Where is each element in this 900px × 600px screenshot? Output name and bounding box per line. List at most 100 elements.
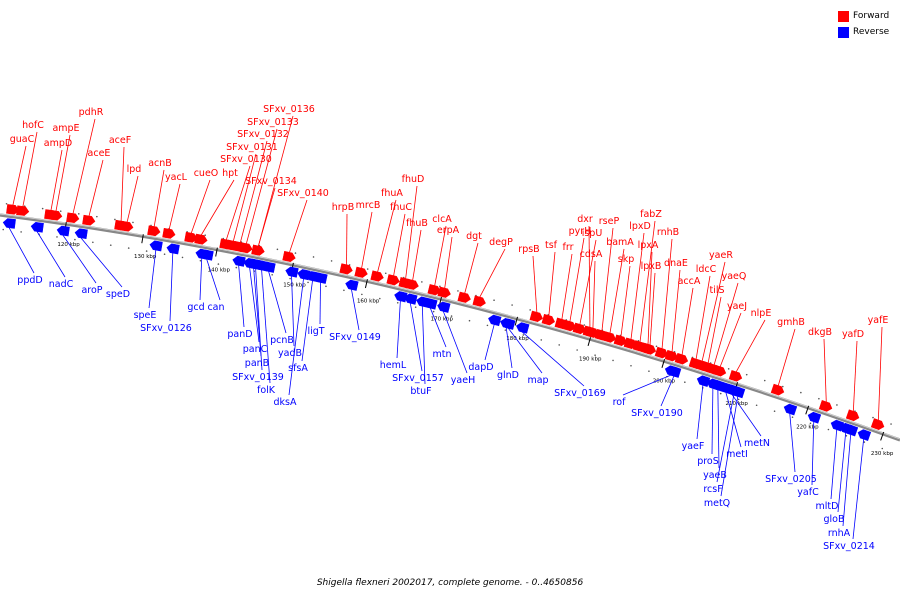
reverse-gene-label: gcd — [187, 302, 204, 313]
strand-dot — [92, 241, 94, 244]
forward-gene-shape — [437, 286, 451, 298]
reverse-gene-arrow — [488, 314, 502, 327]
strand-dot — [576, 349, 578, 351]
reverse-gene-label: rcsF — [703, 484, 722, 495]
reverse-gene-label: dksA — [274, 397, 297, 408]
forward-gene-label: cueO — [194, 168, 219, 179]
forward-gene-leader — [647, 251, 653, 345]
reverse-gene-label: yaeB — [703, 470, 727, 481]
forward-gene-shape — [405, 278, 419, 290]
forward-gene-shape — [147, 225, 161, 237]
scale-tick — [587, 337, 592, 346]
reverse-gene-label: SFxv_0157 — [392, 373, 444, 384]
reverse-gene-leader — [842, 434, 852, 527]
reverse-gene-label: speE — [134, 310, 157, 321]
reverse-gene-arrow — [857, 429, 872, 441]
strand-dot — [872, 416, 874, 419]
strand-dot — [330, 260, 333, 262]
reverse-gene-label: pcnB — [270, 335, 294, 346]
reverse-gene-shape — [314, 272, 328, 284]
forward-gene-leader — [548, 251, 556, 316]
scale-tick — [661, 359, 666, 368]
forward-gene-label: nlpE — [751, 308, 772, 319]
forward-gene-label: fhuD — [402, 174, 425, 185]
reverse-gene-label: map — [527, 375, 548, 386]
forward-gene-label: guaC — [10, 134, 35, 145]
reverse-gene-arrow — [844, 424, 859, 437]
strand-dot — [235, 266, 238, 269]
reverse-gene-leader — [696, 385, 704, 440]
reverse-gene-label: metN — [744, 438, 770, 449]
reverse-gene-label: panB — [245, 358, 269, 369]
forward-gene-leader — [55, 134, 71, 212]
strand-dot — [378, 297, 381, 300]
strand-dot — [655, 345, 658, 348]
forward-gene-arrow — [870, 418, 885, 430]
strand-dot — [396, 302, 399, 304]
forward-gene-label: erpA — [437, 225, 460, 236]
forward-gene-leader — [661, 238, 673, 349]
reverse-gene-label: SFxv_0149 — [329, 332, 381, 343]
reverse-gene-label: btuF — [410, 386, 431, 397]
forward-gene-shape — [427, 284, 441, 296]
forward-gene-leader — [412, 229, 422, 281]
scale-tick-label: 230 kbp — [871, 451, 894, 457]
reverse-gene-leader — [199, 258, 203, 301]
strand-dot — [818, 397, 820, 400]
reverse-gene-leader — [409, 303, 423, 372]
strand-dot — [450, 315, 453, 317]
reverse-gene-arrow — [437, 301, 451, 313]
scale-tick-label: 220 kbp — [796, 425, 819, 431]
forward-gene-label: yaeQ — [722, 271, 747, 282]
reverse-gene-arrow — [424, 298, 438, 310]
forward-gene-leader — [852, 340, 858, 412]
strand-dot — [836, 404, 838, 406]
forward-gene-leader — [289, 199, 308, 253]
reverse-gene-leader — [711, 388, 714, 455]
reverse-gene-label: SFxv_0190 — [631, 408, 683, 419]
forward-gene-leader — [561, 253, 573, 320]
forward-gene-arrow — [49, 209, 63, 221]
forward-gene-arrow — [354, 266, 368, 278]
reverse-gene-leader — [505, 327, 513, 369]
forward-gene-label: SFxv_0140 — [277, 188, 329, 199]
forward-gene-label: rpsB — [518, 244, 539, 255]
strand-dot — [294, 252, 297, 254]
forward-gene-arrow — [845, 409, 860, 422]
forward-gene-arrow — [147, 225, 161, 237]
reverse-gene-label: nadC — [49, 279, 74, 290]
forward-gene-leader — [361, 211, 373, 269]
reverse-gene-arrow — [285, 266, 299, 278]
forward-gene-shape — [239, 242, 253, 254]
reverse-gene-arrow — [2, 218, 16, 229]
strand-dot — [763, 379, 766, 382]
forward-gene-arrow — [339, 263, 353, 275]
forward-gene-leader — [126, 175, 139, 223]
reverse-gene-label: sfsA — [288, 363, 308, 374]
forward-gene-leader — [225, 165, 251, 240]
forward-gene-leader — [735, 319, 766, 373]
reverse-gene-arrow — [262, 261, 276, 273]
forward-gene-leader — [168, 183, 181, 230]
forward-gene-label: pdhR — [79, 107, 104, 118]
forward-gene-arrow — [613, 334, 628, 347]
reverse-gene-shape — [262, 261, 276, 273]
reverse-gene-shape — [488, 314, 502, 327]
forward-gene-leader — [12, 145, 27, 206]
reverse-gene-label: mtn — [433, 349, 452, 360]
reverse-gene-arrow — [56, 225, 70, 237]
forward-gene-label: cdsA — [580, 249, 603, 260]
forward-gene-shape — [386, 274, 400, 286]
strand-dot — [755, 404, 758, 407]
forward-gene-label: lpxB — [641, 261, 662, 272]
legend: Forward Reverse — [838, 8, 889, 40]
forward-gene-label: acnB — [148, 158, 172, 169]
forward-gene-leader — [777, 328, 796, 386]
strand-dot — [56, 236, 58, 238]
forward-gene-leader — [190, 179, 211, 234]
forward-gene-label: gmhB — [777, 317, 805, 328]
forward-gene-leader — [639, 220, 656, 343]
forward-gene-leader — [22, 131, 38, 207]
scale-tick — [514, 316, 519, 326]
forward-gene-label: frr — [563, 242, 574, 253]
